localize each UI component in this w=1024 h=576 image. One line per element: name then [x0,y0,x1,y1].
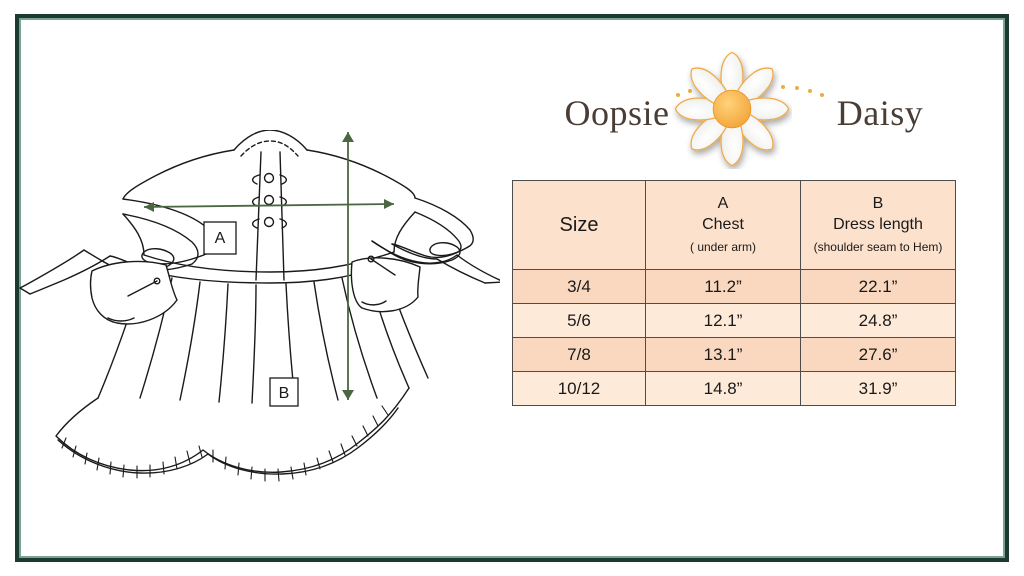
svg-text:Daisy: Daisy [837,93,924,133]
svg-text:A: A [215,230,226,247]
svg-text:B: B [279,385,290,402]
svg-text:Oopsie: Oopsie [565,93,670,133]
